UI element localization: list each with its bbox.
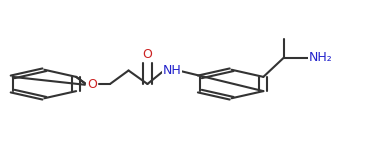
Text: O: O	[142, 48, 152, 60]
Text: NH₂: NH₂	[308, 51, 332, 64]
Text: O: O	[87, 78, 97, 90]
Text: NH: NH	[163, 64, 181, 77]
